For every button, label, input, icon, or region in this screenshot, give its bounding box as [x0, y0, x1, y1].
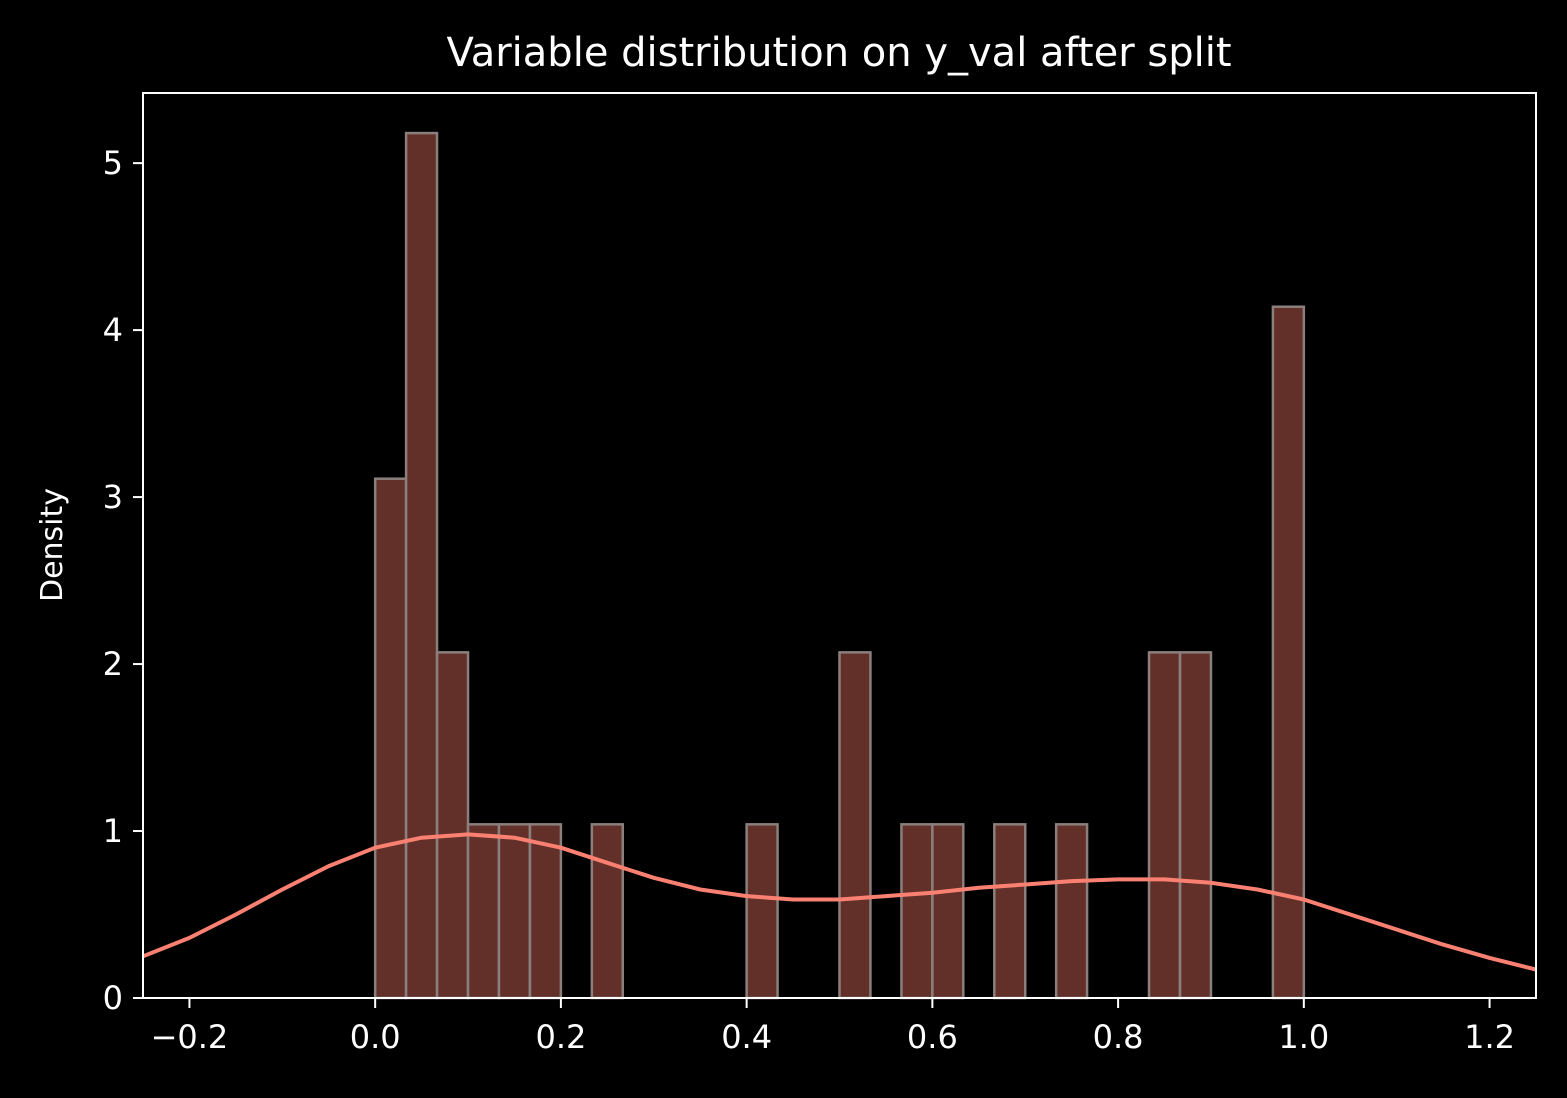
- histogram-bar: [838, 651, 872, 1000]
- histogram-bar: [528, 823, 563, 1000]
- x-tick-label: 0.0: [350, 1018, 401, 1056]
- chart-title: Variable distribution on y_val after spl…: [446, 30, 1231, 76]
- x-tick-label: −0.2: [151, 1018, 229, 1056]
- histogram-bar: [1178, 651, 1213, 1000]
- histogram-bar: [900, 823, 934, 1000]
- y-tick-label: 2: [103, 645, 123, 683]
- y-axis: 0 1 2 3 4 5: [103, 144, 143, 1017]
- histogram-bar: [466, 823, 501, 1000]
- histogram-bar: [373, 477, 408, 1000]
- y-tick-label: 4: [103, 311, 123, 349]
- y-axis-label: Density: [35, 488, 70, 602]
- histogram-bar: [993, 823, 1027, 1000]
- x-tick-label: 1.2: [1464, 1018, 1515, 1056]
- x-tick-label: 0.4: [721, 1018, 772, 1056]
- histogram-bar: [497, 823, 532, 1000]
- histogram-bar: [404, 131, 439, 1000]
- histogram-bar: [590, 823, 624, 1000]
- y-tick-label: 5: [103, 144, 123, 182]
- histogram-bar: [1054, 823, 1089, 1000]
- x-axis: −0.2 0.0 0.2 0.4 0.6 0.8 1.0 1.2: [151, 998, 1515, 1056]
- y-tick-label: 1: [103, 812, 123, 850]
- x-tick-label: 0.6: [907, 1018, 958, 1056]
- kde-curve-group: [142, 832, 1537, 972]
- histogram-bar: [1271, 305, 1306, 1000]
- kde-line: [142, 832, 1537, 972]
- histogram-bar: [435, 651, 470, 1000]
- y-tick-label: 3: [103, 478, 123, 516]
- x-tick-label: 0.2: [535, 1018, 586, 1056]
- plot-frame: [142, 92, 1537, 999]
- histogram-bar: [1147, 651, 1182, 1000]
- histogram-bar: [745, 823, 779, 1000]
- histogram-bar: [931, 823, 965, 1000]
- x-tick-label: 1.0: [1278, 1018, 1329, 1056]
- x-tick-label: 0.8: [1093, 1018, 1144, 1056]
- y-tick-label: 0: [103, 979, 123, 1017]
